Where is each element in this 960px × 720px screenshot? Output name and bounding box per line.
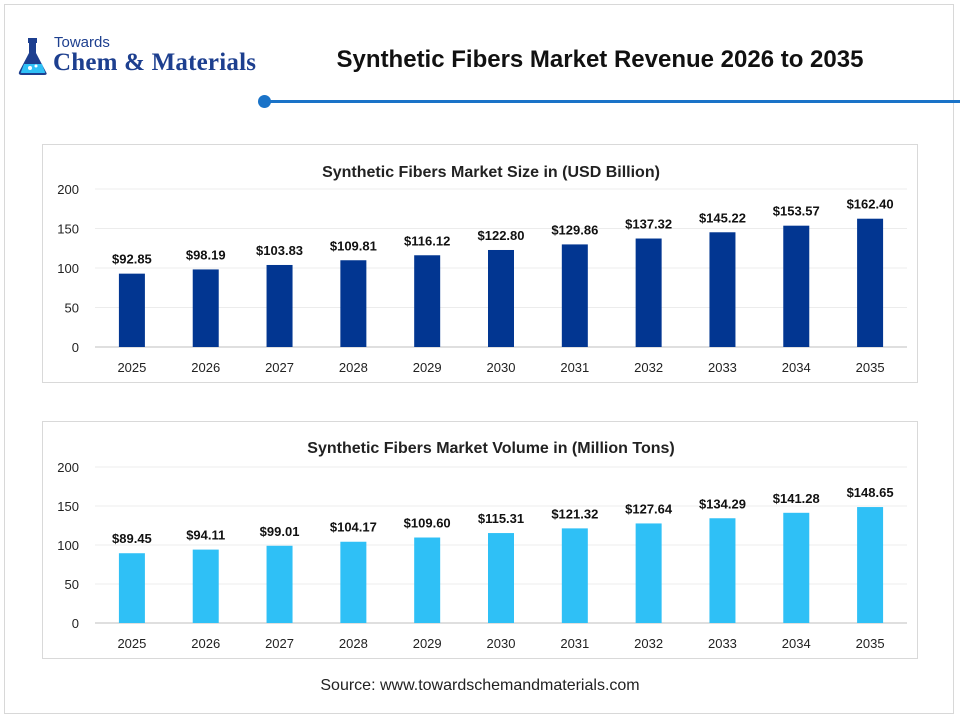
x-tick-label: 2034 <box>782 636 811 651</box>
y-tick-label: 50 <box>65 577 79 592</box>
x-tick-label: 2027 <box>265 360 294 375</box>
bar-2028 <box>340 260 367 347</box>
x-tick-label: 2027 <box>265 636 294 651</box>
x-tick-label: 2030 <box>487 636 516 651</box>
bar-2031 <box>561 244 588 347</box>
bar-2033 <box>709 518 736 623</box>
data-label: $104.17 <box>330 520 377 535</box>
chart-panel-market-volume: Synthetic Fibers Market Volume in (Milli… <box>42 421 918 659</box>
data-label: $99.01 <box>260 524 300 539</box>
data-label: $148.65 <box>847 485 894 500</box>
x-tick-label: 2028 <box>339 360 368 375</box>
y-tick-label: 0 <box>72 616 79 631</box>
bar-2027 <box>266 264 293 347</box>
brand-small-text: Towards <box>54 34 110 51</box>
data-label: $92.85 <box>112 252 152 267</box>
x-tick-label: 2033 <box>708 636 737 651</box>
data-label: $103.83 <box>256 243 303 258</box>
y-tick-label: 150 <box>57 222 79 237</box>
bar-2025 <box>118 273 145 347</box>
data-label: $116.12 <box>404 233 450 248</box>
data-label: $134.29 <box>699 496 746 511</box>
bar-2028 <box>340 541 367 623</box>
bar-2026 <box>192 269 219 347</box>
bar-2027 <box>266 545 293 623</box>
data-label: $127.64 <box>625 501 673 516</box>
y-tick-label: 100 <box>57 261 79 276</box>
chart-title: Synthetic Fibers Market Volume in (Milli… <box>307 440 674 457</box>
bar-2030 <box>488 249 514 347</box>
data-label: $89.45 <box>112 531 152 546</box>
chart-title: Synthetic Fibers Market Size in (USD Bil… <box>322 164 660 181</box>
bar-2025 <box>118 553 145 623</box>
bar-2029 <box>414 537 441 623</box>
bar-2034 <box>783 512 810 623</box>
chart-panel-market-size: Synthetic Fibers Market Size in (USD Bil… <box>42 144 918 383</box>
x-tick-label: 2031 <box>560 360 589 375</box>
x-tick-label: 2025 <box>117 360 146 375</box>
x-tick-label: 2035 <box>856 360 885 375</box>
brand-main-text: Chem & Materials <box>53 49 257 76</box>
brand-logo: Towards Chem & Materials <box>16 34 261 80</box>
data-label: $109.60 <box>404 516 451 531</box>
x-tick-label: 2032 <box>634 636 663 651</box>
x-tick-label: 2026 <box>191 360 220 375</box>
data-label: $141.28 <box>773 491 820 506</box>
flask-icon <box>18 38 47 75</box>
data-label: $153.57 <box>773 204 820 219</box>
y-tick-label: 200 <box>57 182 79 197</box>
data-label: $121.32 <box>551 506 598 521</box>
data-label: $115.31 <box>478 511 524 526</box>
data-label: $94.11 <box>186 528 225 543</box>
y-tick-label: 150 <box>57 499 79 514</box>
data-label: $129.86 <box>551 222 598 237</box>
x-tick-label: 2035 <box>856 636 885 651</box>
bar-2032 <box>635 523 662 623</box>
y-tick-label: 50 <box>65 301 79 316</box>
bar-2033 <box>709 232 736 347</box>
page-frame <box>4 4 954 714</box>
x-tick-label: 2026 <box>191 636 220 651</box>
x-tick-label: 2028 <box>339 636 368 651</box>
x-tick-label: 2032 <box>634 360 663 375</box>
y-tick-label: 200 <box>57 460 79 475</box>
x-tick-label: 2031 <box>560 636 589 651</box>
x-tick-label: 2025 <box>117 636 146 651</box>
x-tick-label: 2033 <box>708 360 737 375</box>
bar-2031 <box>561 528 588 623</box>
x-tick-label: 2030 <box>487 360 516 375</box>
bar-2034 <box>783 225 810 347</box>
data-label: $137.32 <box>625 217 672 232</box>
data-label: $98.19 <box>186 247 226 262</box>
data-label: $145.22 <box>699 210 746 225</box>
market-size-chart: Synthetic Fibers Market Size in (USD Bil… <box>57 164 907 375</box>
source-text: Source: www.towardschemandmaterials.com <box>320 677 640 694</box>
bar-2030 <box>488 533 514 623</box>
bar-2032 <box>635 238 662 347</box>
y-tick-label: 100 <box>57 538 79 553</box>
title-divider-dot <box>258 95 271 108</box>
bar-2029 <box>414 255 441 347</box>
data-label: $109.81 <box>330 238 377 253</box>
data-label: $162.40 <box>847 197 894 212</box>
data-label: $122.80 <box>478 228 525 243</box>
x-tick-label: 2029 <box>413 360 442 375</box>
bar-2026 <box>192 549 219 623</box>
bar-2035 <box>857 218 884 347</box>
market-volume-chart: Synthetic Fibers Market Volume in (Milli… <box>57 440 907 651</box>
bar-2035 <box>857 507 884 623</box>
title-divider <box>266 100 960 103</box>
x-tick-label: 2034 <box>782 360 811 375</box>
page-title: Synthetic Fibers Market Revenue 2026 to … <box>336 46 864 73</box>
y-tick-label: 0 <box>72 340 79 355</box>
x-tick-label: 2029 <box>413 636 442 651</box>
